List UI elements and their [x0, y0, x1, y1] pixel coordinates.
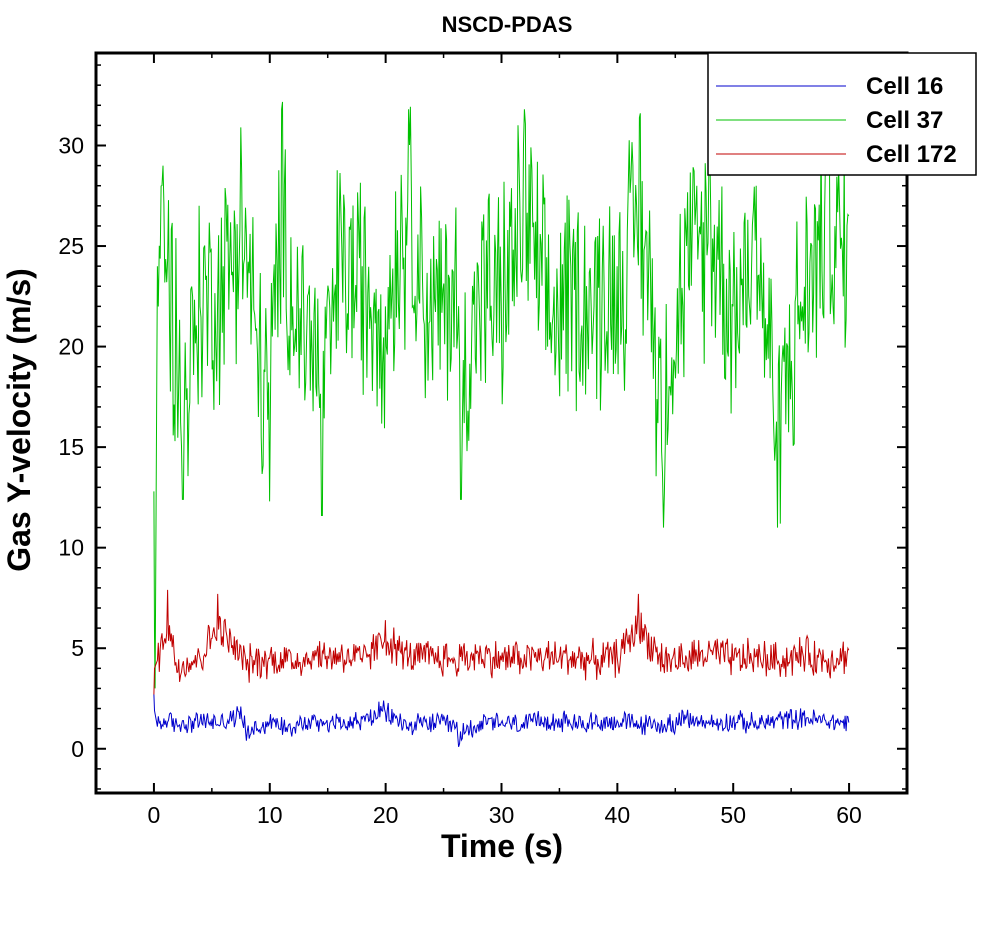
x-tick-label: 50 — [720, 802, 746, 828]
y-tick-label: 25 — [58, 233, 84, 259]
legend: Cell 16 Cell 37 Cell 172 — [707, 52, 977, 176]
y-tick-label: 10 — [58, 535, 84, 561]
y-axis-label: Gas Y-velocity (m/s) — [1, 268, 37, 572]
y-tick-label: 0 — [71, 736, 84, 762]
series-line-cell-16 — [153, 694, 850, 747]
y-tick-label: 20 — [58, 334, 84, 360]
axis-ticks: 0 10 20 30 40 50 60 0 5 10 15 20 25 30 — [58, 53, 908, 828]
x-tick-label: 10 — [257, 802, 283, 828]
x-tick-label: 0 — [148, 802, 161, 828]
x-tick-label: 40 — [605, 802, 631, 828]
series-line-cell-172 — [153, 589, 850, 695]
x-tick-label: 60 — [836, 802, 862, 828]
chart-title: NSCD-PDAS — [442, 12, 573, 37]
legend-label-cell-37: Cell 37 — [866, 107, 943, 134]
y-tick-label: 15 — [58, 434, 84, 460]
y-tick-label: 5 — [71, 635, 84, 661]
legend-label-cell-172: Cell 172 — [866, 141, 957, 168]
legend-label-cell-16: Cell 16 — [866, 73, 943, 100]
x-tick-label: 20 — [373, 802, 399, 828]
series-line-cell-37 — [153, 101, 850, 689]
legend-box — [707, 52, 977, 176]
plot-area — [153, 101, 850, 747]
x-axis-label: Time (s) — [441, 828, 563, 864]
y-tick-label: 30 — [58, 133, 84, 159]
x-tick-label: 30 — [489, 802, 515, 828]
